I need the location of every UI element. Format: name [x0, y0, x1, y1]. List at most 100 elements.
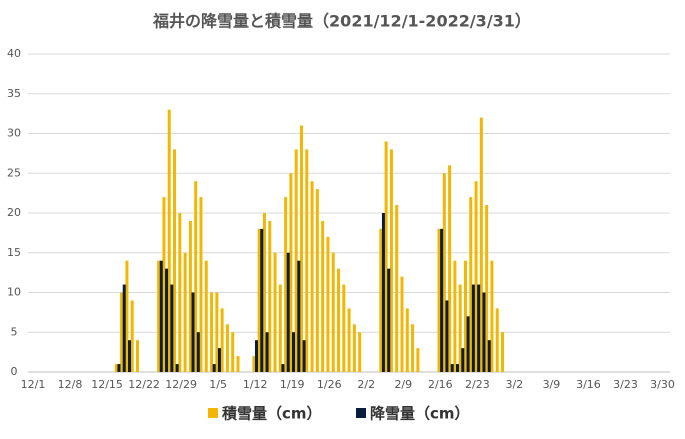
x-tick-label: 3/9	[543, 378, 561, 391]
bar	[212, 364, 216, 372]
bar	[405, 308, 409, 372]
bar	[114, 364, 118, 372]
x-tick-label: 3/23	[613, 378, 638, 391]
bar	[352, 324, 356, 372]
bar	[442, 173, 446, 372]
bar	[265, 332, 269, 372]
bar	[254, 340, 258, 372]
bar	[217, 348, 221, 372]
bar	[262, 213, 266, 372]
bar	[461, 348, 465, 372]
bar	[458, 284, 462, 372]
x-tick-label: 1/12	[243, 378, 268, 391]
bar	[170, 284, 174, 372]
bar	[122, 284, 126, 372]
bar	[128, 340, 132, 372]
bar	[260, 228, 264, 372]
bar	[437, 228, 441, 372]
bar	[342, 284, 346, 372]
bar	[305, 149, 309, 372]
bar	[463, 260, 467, 372]
bar	[485, 205, 489, 372]
bar	[477, 284, 481, 372]
legend-label: 積雪量（cm）	[221, 405, 322, 423]
bar	[471, 284, 475, 372]
bar	[194, 181, 198, 372]
x-tick-label: 3/30	[650, 378, 675, 391]
bar	[210, 292, 214, 372]
bar	[225, 324, 229, 372]
bar	[416, 348, 420, 372]
x-tick-label: 2/2	[357, 378, 375, 391]
bar	[400, 276, 404, 372]
bar	[347, 308, 351, 372]
bar	[445, 300, 449, 372]
bar	[199, 197, 203, 372]
y-tick-label: 0	[11, 365, 18, 378]
y-tick-label: 30	[7, 127, 21, 140]
bar	[487, 340, 491, 372]
bar	[466, 316, 470, 372]
bar	[315, 189, 319, 372]
x-tick-label: 1/26	[317, 378, 342, 391]
y-tick-label: 40	[7, 47, 21, 60]
bar	[453, 260, 457, 372]
x-tick-label: 12/29	[165, 378, 197, 391]
bar	[257, 228, 261, 372]
bar	[299, 125, 303, 372]
x-tick-label: 2/9	[394, 378, 412, 391]
legend-swatch	[208, 408, 218, 418]
bar	[167, 109, 171, 373]
legend-label: 降雪量（cm）	[370, 405, 470, 423]
bar	[157, 260, 161, 372]
bar	[395, 205, 399, 372]
chart-title: 福井の降雪量と積雪量（2021/12/1-2022/3/31）	[152, 12, 531, 31]
bar	[297, 260, 301, 372]
bar	[310, 181, 314, 372]
x-tick-label: 3/16	[576, 378, 601, 391]
x-tick-label: 12/1	[21, 378, 46, 391]
bar	[175, 364, 179, 372]
bar	[440, 228, 444, 372]
bar	[165, 268, 169, 372]
bar	[220, 308, 224, 372]
bar	[178, 213, 182, 372]
bar	[331, 252, 335, 372]
y-tick-label: 15	[7, 246, 21, 259]
y-tick-label: 20	[7, 206, 21, 219]
bar	[188, 220, 192, 372]
bar	[162, 197, 166, 372]
x-tick-label: 3/2	[506, 378, 524, 391]
bar	[479, 117, 483, 372]
bar	[286, 252, 290, 372]
bar	[456, 364, 459, 372]
bar	[292, 332, 296, 372]
y-tick-label: 25	[7, 166, 21, 179]
bar	[273, 252, 277, 372]
bar	[159, 260, 163, 372]
bar	[130, 300, 134, 372]
bar	[387, 268, 391, 372]
y-tick-label: 10	[7, 286, 21, 299]
bar	[117, 364, 121, 372]
x-tick-label: 12/8	[58, 378, 83, 391]
y-tick-label: 5	[11, 325, 18, 338]
bar	[173, 149, 177, 372]
bar	[389, 149, 393, 372]
bar	[326, 236, 330, 372]
bar	[450, 364, 454, 372]
bar	[183, 252, 187, 372]
x-tick-label: 2/16	[428, 378, 453, 391]
bar	[294, 149, 298, 372]
bar	[268, 220, 272, 372]
bar	[196, 332, 200, 372]
bar	[474, 181, 478, 372]
x-tick-label: 12/22	[128, 378, 160, 391]
x-tick-label: 1/19	[280, 378, 305, 391]
legend-swatch	[356, 408, 366, 418]
bar	[215, 292, 219, 372]
bar	[284, 197, 288, 372]
bar	[358, 332, 362, 372]
bar	[236, 356, 240, 372]
